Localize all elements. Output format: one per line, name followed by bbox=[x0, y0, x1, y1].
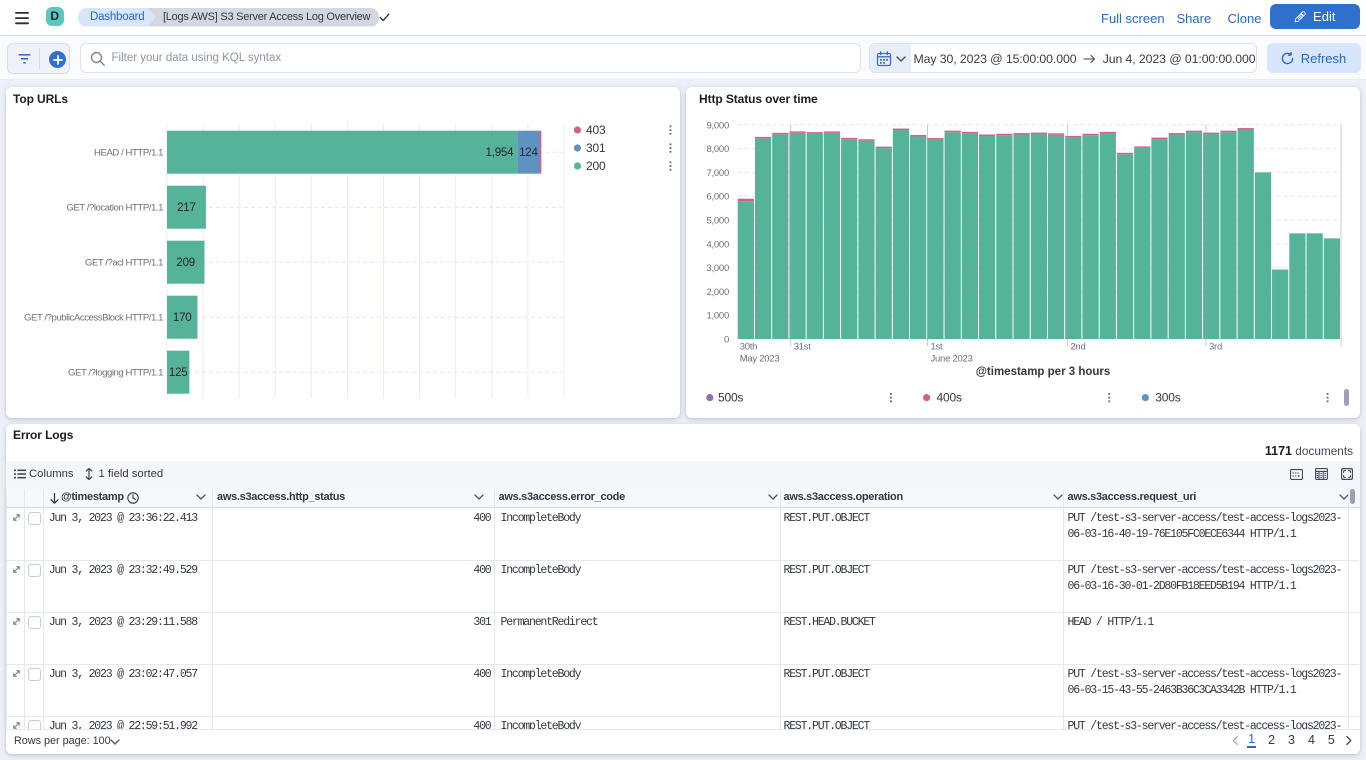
svg-text:1st: 1st bbox=[931, 342, 944, 353]
svg-text:124: 124 bbox=[519, 147, 538, 159]
svg-text:June 2023: June 2023 bbox=[931, 354, 973, 365]
svg-text:1,954: 1,954 bbox=[486, 147, 515, 159]
svg-text:@timestamp per 3 hours: @timestamp per 3 hours bbox=[976, 366, 1111, 378]
svg-text:GET /?logging HTTP/1.1: GET /?logging HTTP/1.1 bbox=[68, 368, 163, 379]
svg-text:0: 0 bbox=[724, 335, 729, 346]
svg-text:8,000: 8,000 bbox=[706, 144, 729, 155]
svg-text:400s: 400s bbox=[937, 391, 962, 405]
svg-text:GET /?location HTTP/1.1: GET /?location HTTP/1.1 bbox=[66, 203, 163, 214]
svg-text:209: 209 bbox=[176, 257, 195, 269]
svg-text:403: 403 bbox=[586, 123, 606, 137]
svg-text:GET /?publicAccessBlock HTTP/1: GET /?publicAccessBlock HTTP/1.1 bbox=[24, 313, 163, 324]
svg-text:200: 200 bbox=[586, 159, 606, 173]
svg-text:301: 301 bbox=[586, 141, 606, 155]
svg-text:May 2023: May 2023 bbox=[740, 354, 780, 365]
svg-text:125: 125 bbox=[169, 367, 188, 379]
svg-text:3,000: 3,000 bbox=[706, 263, 729, 274]
svg-text:5,000: 5,000 bbox=[706, 216, 729, 227]
svg-text:30th: 30th bbox=[740, 342, 758, 353]
svg-text:2nd: 2nd bbox=[1070, 342, 1085, 353]
svg-text:2,000: 2,000 bbox=[706, 287, 729, 298]
svg-text:170: 170 bbox=[173, 312, 192, 324]
svg-text:217: 217 bbox=[177, 202, 196, 214]
svg-text:1,000: 1,000 bbox=[706, 311, 729, 322]
svg-text:300s: 300s bbox=[1155, 391, 1180, 405]
svg-text:3rd: 3rd bbox=[1209, 342, 1222, 353]
svg-text:4,000: 4,000 bbox=[706, 239, 729, 250]
svg-text:31st: 31st bbox=[794, 342, 812, 353]
svg-text:HEAD / HTTP/1.1: HEAD / HTTP/1.1 bbox=[94, 148, 163, 159]
svg-text:7,000: 7,000 bbox=[706, 168, 729, 179]
svg-text:GET /?acl HTTP/1.1: GET /?acl HTTP/1.1 bbox=[85, 258, 163, 269]
svg-text:6,000: 6,000 bbox=[706, 192, 729, 203]
svg-text:9,000: 9,000 bbox=[706, 120, 729, 131]
svg-text:500s: 500s bbox=[718, 391, 743, 405]
